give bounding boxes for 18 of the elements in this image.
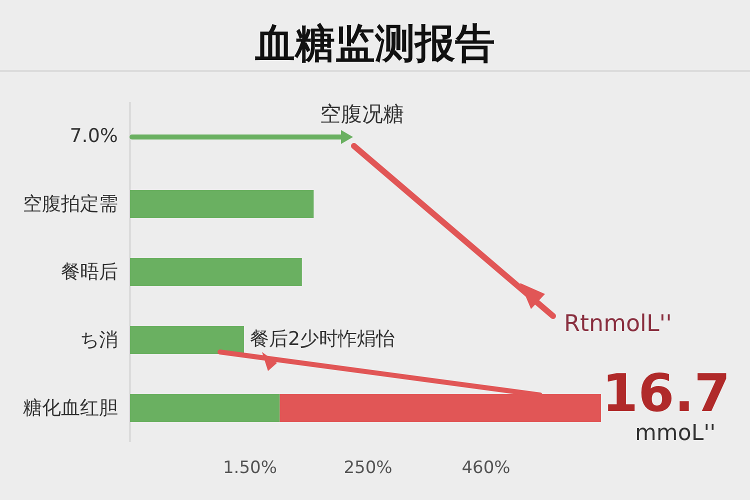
bar [130, 190, 314, 218]
y-tick-label: 空腹拍定需 [23, 193, 118, 216]
text: 1.50% [222, 458, 278, 478]
y-tick-label: 餐晤后 [61, 261, 118, 284]
bar [130, 258, 302, 286]
text: mmoL'' [635, 421, 716, 446]
bar [130, 326, 244, 354]
text: 250% [344, 458, 392, 478]
annotation: RtnmolL'' [564, 311, 672, 337]
annotation: 空腹况糖 [320, 102, 404, 126]
text: 16.7 [602, 364, 730, 424]
y-tick-label: 糖化血红胆 [23, 397, 118, 420]
annotation: 餐后2少时怍焆怡 [250, 328, 396, 350]
chart-title: 血糖监测报告 [254, 21, 495, 67]
y-tick-label: 7.0% [70, 125, 118, 148]
text: 460% [462, 458, 510, 478]
y-tick-label: ち消 [80, 329, 118, 352]
bar [130, 394, 280, 422]
